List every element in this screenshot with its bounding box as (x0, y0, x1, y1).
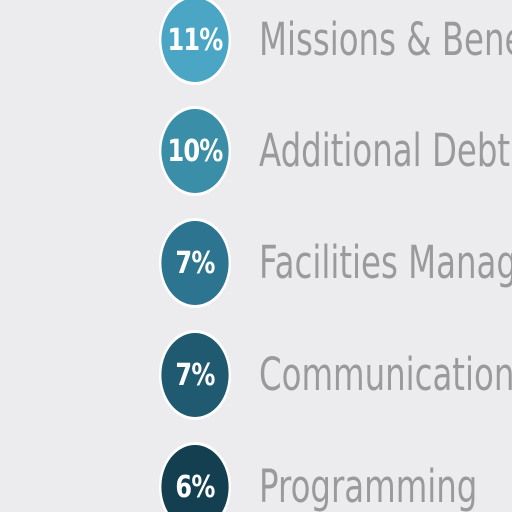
category-label: Facilities Management (259, 236, 512, 289)
category-label: Additional Debt Reduction (259, 124, 512, 177)
category-label: Missions & Benevolence (259, 13, 512, 66)
percent-badge: 6% (159, 442, 231, 512)
chart-row: 10% Additional Debt Reduction (0, 106, 512, 196)
chart-row: 7% Facilities Management (0, 218, 512, 308)
percent-badge: 7% (159, 330, 231, 420)
percent-badge: 11% (159, 0, 231, 85)
percent-badge: 7% (159, 218, 231, 308)
category-label: Programming (259, 460, 478, 512)
chart-row: 6% Programming (0, 442, 512, 512)
chart-row: 11% Missions & Benevolence (0, 0, 512, 85)
percent-badge: 10% (159, 106, 231, 196)
chart-row: 7% Communications (0, 330, 512, 420)
category-label: Communications (259, 348, 512, 401)
